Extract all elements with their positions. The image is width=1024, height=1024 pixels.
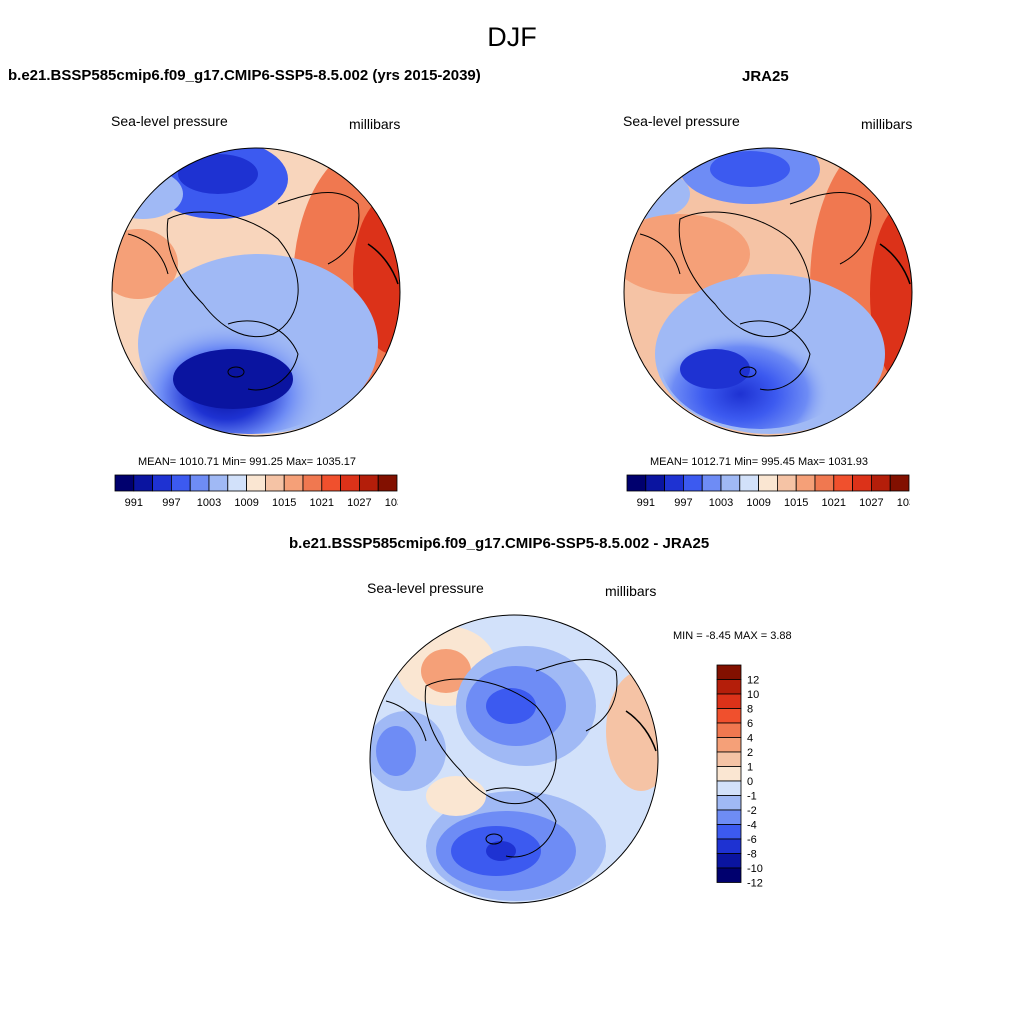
colorbar-tick-label: 997: [674, 497, 692, 509]
colorbar-swatch: [758, 474, 778, 492]
colorbar-swatch: [716, 780, 742, 796]
colorbar-tick-label: 1033: [385, 497, 398, 509]
colorbar-tick-label: 10: [747, 689, 759, 701]
panel2-variable-label: Sea-level pressure: [623, 113, 740, 129]
colorbar-tick-label: 991: [125, 497, 143, 509]
colorbar-swatch: [340, 474, 360, 492]
colorbar-swatch: [171, 474, 191, 492]
colorbar-swatch: [833, 474, 854, 492]
colorbar-swatch: [283, 474, 304, 492]
colorbar-swatch: [114, 474, 135, 492]
colorbar-tick-label: -1: [747, 791, 757, 803]
colorbar-tick-label: 1021: [310, 497, 334, 509]
colorbar-tick-label: 1: [747, 762, 753, 774]
colorbar-swatch: [716, 737, 742, 753]
colorbar-tick-label: -4: [747, 820, 757, 832]
colorbar-swatch: [377, 474, 398, 492]
colorbar-tick-label: 997: [162, 497, 180, 509]
colorbar-tick-label: -12: [747, 878, 763, 890]
colorbar-swatch: [208, 474, 229, 492]
colorbar-swatch: [321, 474, 342, 492]
colorbar-tick-label: 8: [747, 704, 753, 716]
colorbar-swatch: [716, 853, 742, 869]
colorbar-swatch: [716, 766, 742, 782]
colorbar-swatch: [227, 474, 248, 492]
colorbar-swatch: [664, 474, 684, 492]
panel1-map: [111, 147, 401, 437]
colorbar-swatch: [246, 474, 266, 492]
colorbar-tick-label: 12: [747, 675, 759, 687]
colorbar-swatch: [870, 474, 891, 492]
colorbar-swatch: [814, 474, 835, 492]
colorbar-tick-label: 1015: [784, 497, 808, 509]
colorbar-swatch: [716, 693, 742, 709]
colorbar-swatch: [776, 474, 797, 492]
panel2-stats: MEAN= 1012.71 Min= 995.45 Max= 1031.93: [650, 456, 869, 468]
colorbar-tick-label: -10: [747, 863, 763, 875]
panel1-stats: MEAN= 1010.71 Min= 991.25 Max= 1035.17: [138, 456, 357, 468]
colorbar-swatch: [716, 664, 742, 680]
panel1-units-label: millibars: [349, 116, 401, 132]
colorbar-swatch: [133, 474, 153, 492]
colorbar-tick-label: 1003: [197, 497, 221, 509]
colorbar-swatch: [716, 751, 742, 767]
colorbar-swatch: [189, 474, 210, 492]
colorbar-tick-label: 2: [747, 747, 753, 759]
colorbar-swatch: [716, 824, 742, 840]
colorbar-swatch: [889, 474, 910, 492]
panel3-title: b.e21.BSSP585cmip6.f09_g17.CMIP6-SSP5-8.…: [289, 535, 710, 552]
colorbar-swatch: [645, 474, 665, 492]
colorbar-swatch: [302, 474, 323, 492]
colorbar-tick-label: 1009: [746, 497, 770, 509]
colorbar-swatch: [739, 474, 760, 492]
figure-title: DJF: [487, 22, 537, 52]
colorbar-tick-label: 4: [747, 733, 753, 745]
colorbar-tick-label: 1027: [859, 497, 883, 509]
colorbar-tick-label: 6: [747, 718, 753, 730]
panel3-stats: MIN = -8.45 MAX = 3.88: [673, 630, 792, 642]
colorbar-swatch: [358, 474, 379, 492]
colorbar-tick-label: 1033: [897, 497, 910, 509]
colorbar-swatch: [716, 867, 742, 883]
panel2-colorbar: 991 997 1003 1009 1015 1021 1027 1033: [626, 474, 910, 509]
colorbar-swatch: [264, 474, 285, 492]
colorbar-tick-label: 1015: [272, 497, 296, 509]
colorbar-tick-label: 991: [637, 497, 655, 509]
colorbar-swatch: [720, 474, 741, 492]
colorbar-tick-label: 1009: [234, 497, 258, 509]
panel2-units-label: millibars: [861, 116, 913, 132]
colorbar-tick-label: 1021: [822, 497, 846, 509]
panel3-units-label: millibars: [605, 583, 657, 599]
panel3-map: [369, 614, 659, 904]
colorbar-swatch: [683, 474, 703, 492]
colorbar-swatch: [716, 809, 742, 825]
panel1-variable-label: Sea-level pressure: [111, 113, 228, 129]
colorbar-tick-label: 0: [747, 776, 753, 788]
panel1-colorbar: 991 997 1003 1009 1015 1021 1027 1033: [114, 474, 398, 509]
colorbar-tick-label: -8: [747, 849, 757, 861]
colorbar-swatch: [152, 474, 172, 492]
colorbar-tick-label: 1027: [347, 497, 371, 509]
colorbar-tick-label: -6: [747, 834, 757, 846]
colorbar-swatch: [701, 474, 722, 492]
colorbar-tick-label: 1003: [709, 497, 733, 509]
colorbar-swatch: [716, 708, 742, 724]
colorbar-swatch: [626, 474, 647, 492]
panel2-map: [623, 147, 913, 437]
colorbar-swatch: [716, 795, 742, 811]
colorbar-swatch: [795, 474, 816, 492]
colorbar-swatch: [716, 838, 742, 854]
panel3-variable-label: Sea-level pressure: [367, 580, 484, 596]
colorbar-swatch: [716, 722, 742, 738]
colorbar-tick-label: -2: [747, 805, 757, 817]
panel1-title: b.e21.BSSP585cmip6.f09_g17.CMIP6-SSP5-8.…: [8, 67, 481, 84]
panel2-title: JRA25: [742, 68, 789, 85]
colorbar-swatch: [852, 474, 872, 492]
colorbar-swatch: [716, 679, 742, 695]
